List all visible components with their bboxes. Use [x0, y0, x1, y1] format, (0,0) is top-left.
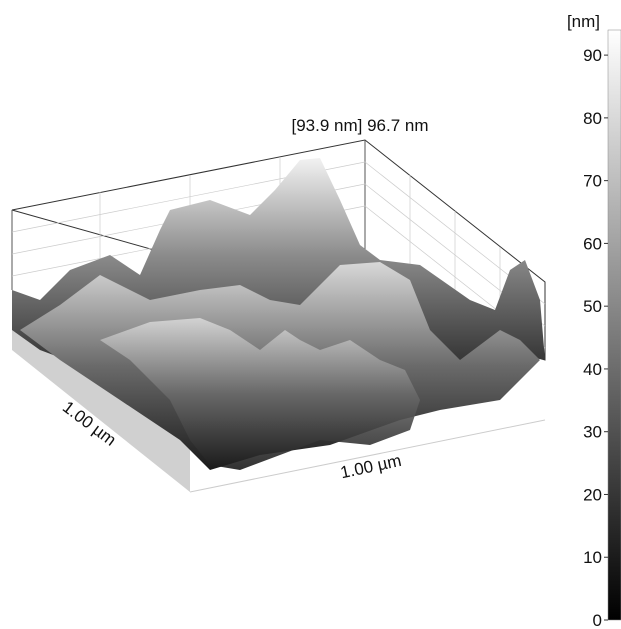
floor-edge [189, 419, 546, 493]
colorbar-tick-label: 0 [593, 611, 602, 629]
annotation: [93.9 nm] 96.7 nm [291, 116, 428, 135]
colorbar-tick-label: 60 [583, 234, 602, 253]
colorbar-tick-label: 70 [583, 172, 602, 191]
colorbar-label: [nm] [567, 12, 600, 31]
surface-front [100, 318, 420, 470]
colorbar-tick-label: 90 [583, 46, 602, 65]
colorbar-tick-label: 20 [583, 485, 602, 504]
colorbar-tick-label: 40 [583, 360, 602, 379]
colorbar-tick-label: 80 [583, 109, 602, 128]
colorbar-tick-label: 10 [583, 548, 602, 567]
colorbar-tick-label: 50 [583, 297, 602, 316]
colorbar-tick-label: 30 [583, 423, 602, 442]
colorbar [607, 29, 621, 621]
